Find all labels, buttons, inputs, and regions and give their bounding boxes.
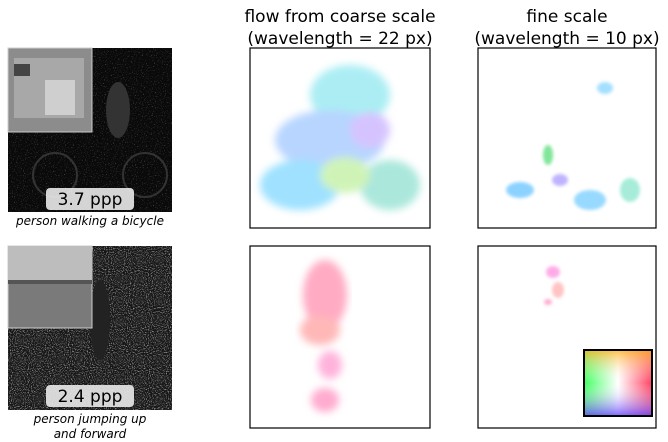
column-title: fine scale <box>526 7 607 27</box>
caption: person jumping up <box>33 412 147 426</box>
color-wheel <box>584 350 652 416</box>
column-title: (wavelength = 10 px) <box>474 29 659 49</box>
ppp-badge: 3.7 ppp <box>58 190 123 210</box>
figure: flow from coarse scale (wavelength = 22 … <box>0 0 668 442</box>
input-image <box>8 246 172 410</box>
column-title: flow from coarse scale <box>244 7 435 27</box>
column-title: (wavelength = 22 px) <box>247 29 432 49</box>
caption: and forward <box>54 427 127 441</box>
input-image <box>8 48 172 212</box>
ppp-badge: 2.4 ppp <box>58 387 123 407</box>
caption: person walking a bicycle <box>15 214 164 228</box>
